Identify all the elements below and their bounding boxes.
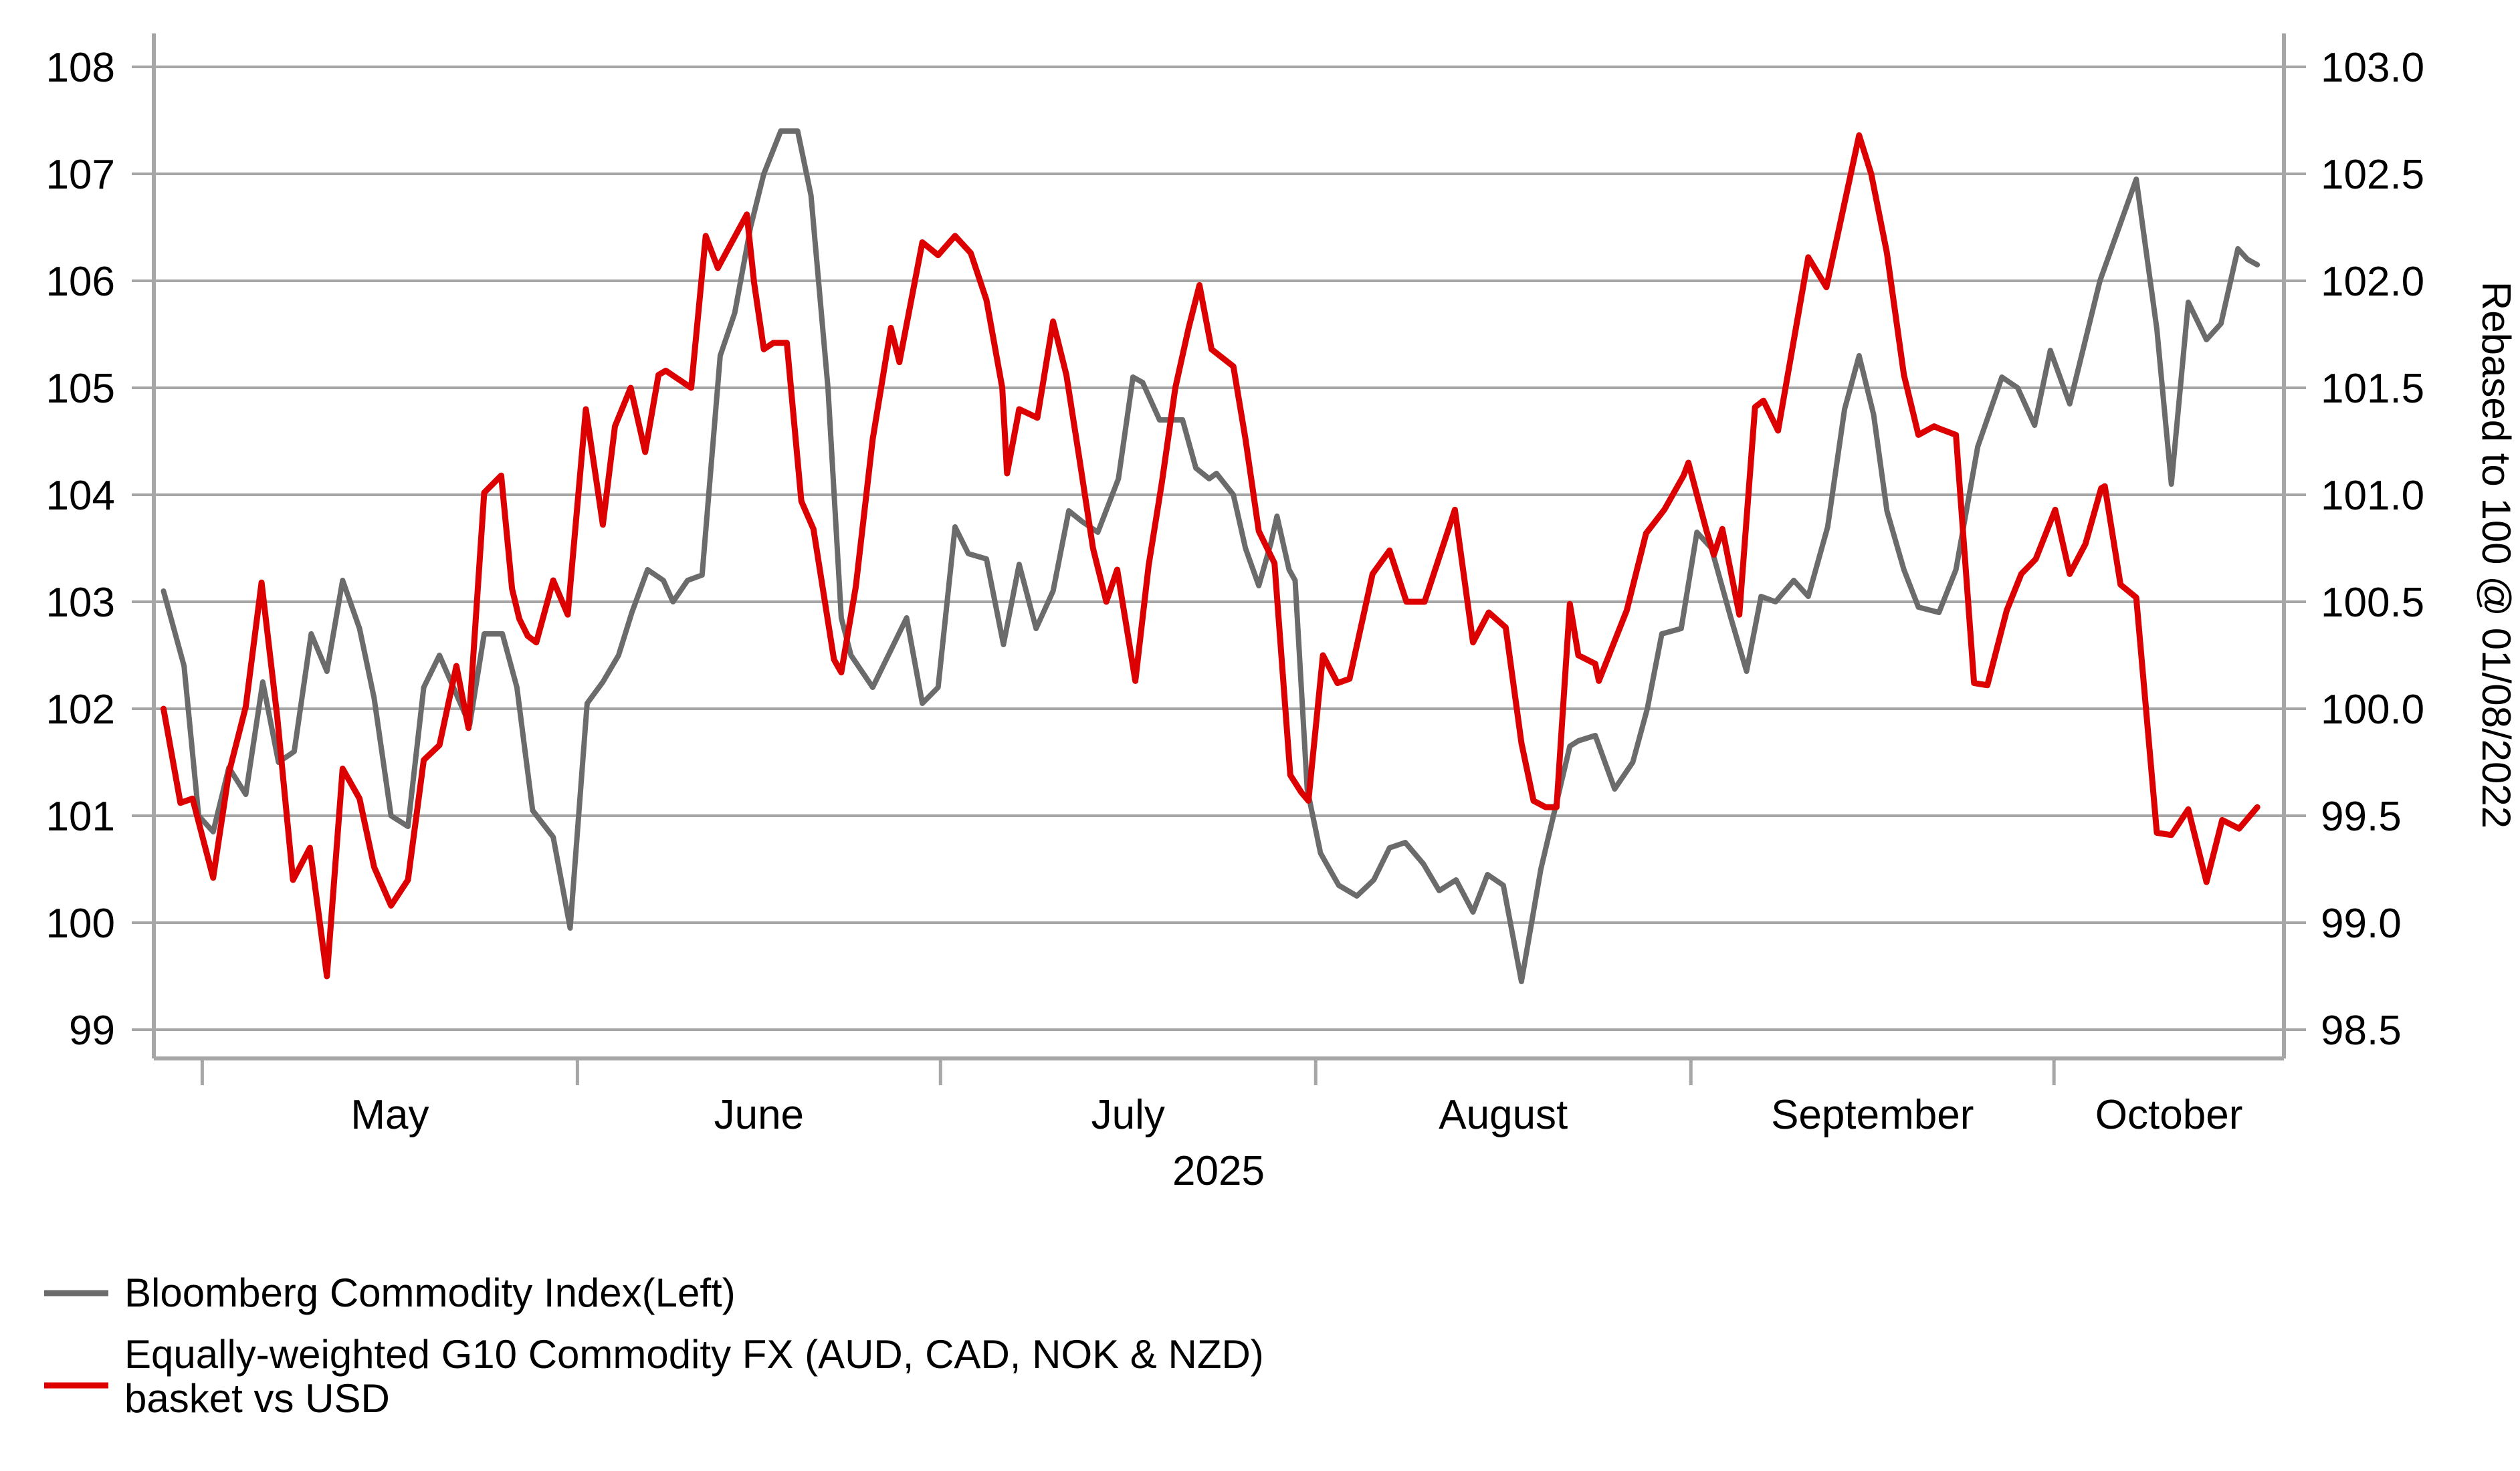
series-line-bloomberg-commodity-index — [161, 128, 2261, 984]
right-tick-label: 98.5 — [2321, 1008, 2402, 1054]
left-tick-label: 107 — [46, 152, 115, 198]
legend: Bloomberg Commodity Index(Left) Equally-… — [44, 1270, 1264, 1421]
right-tick-label: 99.0 — [2321, 901, 2402, 947]
axis-lines — [152, 33, 2286, 1060]
month-label-july: July — [1091, 1092, 1165, 1138]
legend-label-bloomberg: Bloomberg Commodity Index(Left) — [124, 1270, 736, 1315]
month-label-september: September — [1771, 1092, 1974, 1138]
left-axis-tick-labels: 99 100 101 102 103 104 105 106 107 108 — [46, 45, 115, 1054]
month-label-october: October — [2095, 1092, 2243, 1138]
right-tick-label: 101.0 — [2321, 473, 2424, 519]
x-axis-year-label: 2025 — [1172, 1148, 1265, 1194]
right-tick-label: 99.5 — [2321, 794, 2402, 840]
right-tick-label: 103.0 — [2321, 45, 2424, 91]
right-axis-title: Rebased to 100 @ 01/08/2022 — [2474, 281, 2519, 828]
left-tick-label: 108 — [46, 45, 115, 91]
left-tick-label: 103 — [46, 580, 115, 626]
left-tick-label: 100 — [46, 901, 115, 947]
left-tick-label: 101 — [46, 794, 115, 840]
month-label-august: August — [1439, 1092, 1568, 1138]
right-tick-label: 102.0 — [2321, 259, 2424, 305]
legend-label-g10-fx-line1: Equally-weighted G10 Commodity FX (AUD, … — [124, 1332, 1264, 1377]
month-label-june: June — [714, 1092, 804, 1138]
series-line-g10-commodity-fx-basket — [161, 132, 2261, 980]
legend-label-g10-fx-line2: basket vs USD — [124, 1376, 390, 1421]
left-tick-label: 106 — [46, 259, 115, 305]
left-tick-label: 104 — [46, 473, 115, 519]
right-tick-label: 100.5 — [2321, 580, 2424, 626]
right-axis-tick-labels: 98.5 99.0 99.5 100.0 100.5 101.0 101.5 102.0 102… — [2321, 45, 2424, 1054]
left-tick-label: 99 — [69, 1008, 115, 1054]
left-tick-label: 105 — [46, 366, 115, 412]
left-tick-label: 102 — [46, 687, 115, 733]
month-label-may: May — [350, 1092, 429, 1138]
right-tick-label: 102.5 — [2321, 152, 2424, 198]
gridlines — [132, 66, 2306, 1031]
x-axis-month-ticks — [200, 1058, 2056, 1085]
right-tick-label: 100.0 — [2321, 687, 2424, 733]
x-axis-month-labels: May June July August September October — [350, 1092, 2242, 1138]
right-tick-label: 101.5 — [2321, 366, 2424, 412]
data-series-lines — [161, 128, 2261, 984]
